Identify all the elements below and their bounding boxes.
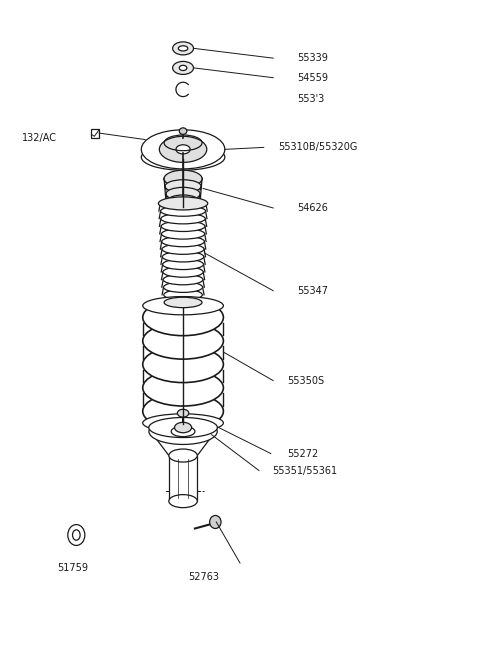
Bar: [169, 455, 197, 501]
Ellipse shape: [163, 267, 203, 277]
Ellipse shape: [161, 214, 205, 224]
Text: 54626: 54626: [297, 203, 328, 213]
Ellipse shape: [161, 229, 204, 239]
Ellipse shape: [164, 172, 202, 185]
Ellipse shape: [149, 417, 217, 438]
Ellipse shape: [143, 296, 223, 315]
Ellipse shape: [162, 237, 204, 247]
Ellipse shape: [149, 419, 217, 444]
Ellipse shape: [163, 275, 203, 284]
Ellipse shape: [158, 197, 208, 210]
Ellipse shape: [160, 198, 206, 209]
Ellipse shape: [166, 187, 200, 200]
Text: 55339: 55339: [297, 53, 328, 63]
Text: 132/AC: 132/AC: [22, 133, 57, 143]
Ellipse shape: [161, 206, 205, 216]
Ellipse shape: [167, 195, 199, 208]
Ellipse shape: [162, 244, 204, 254]
Bar: [91, 129, 99, 137]
Polygon shape: [155, 437, 212, 455]
Ellipse shape: [169, 495, 197, 508]
Ellipse shape: [171, 426, 195, 437]
Ellipse shape: [143, 346, 223, 382]
Ellipse shape: [175, 422, 192, 433]
Text: 55350S: 55350S: [288, 376, 324, 386]
Text: 55347: 55347: [297, 286, 328, 296]
Ellipse shape: [159, 136, 207, 162]
Text: 553'3: 553'3: [297, 94, 324, 104]
Ellipse shape: [161, 221, 205, 231]
Ellipse shape: [68, 524, 85, 545]
Ellipse shape: [143, 393, 223, 430]
Ellipse shape: [179, 65, 187, 70]
Ellipse shape: [176, 145, 190, 154]
Ellipse shape: [173, 61, 193, 74]
Text: 54559: 54559: [297, 73, 328, 83]
Ellipse shape: [143, 414, 223, 432]
Ellipse shape: [173, 42, 193, 55]
Ellipse shape: [178, 409, 189, 417]
Text: 51759: 51759: [57, 563, 88, 573]
Text: 55351/55361: 55351/55361: [272, 466, 337, 476]
Text: 55310B/55320G: 55310B/55320G: [278, 143, 357, 152]
Ellipse shape: [210, 516, 221, 528]
Ellipse shape: [179, 46, 188, 51]
Ellipse shape: [141, 130, 225, 169]
Ellipse shape: [164, 290, 203, 300]
Ellipse shape: [165, 180, 201, 193]
Ellipse shape: [164, 297, 202, 307]
Text: 55272: 55272: [288, 449, 319, 459]
Text: 52763: 52763: [188, 572, 219, 582]
Ellipse shape: [143, 323, 223, 359]
Ellipse shape: [164, 282, 203, 292]
Ellipse shape: [72, 530, 80, 540]
Ellipse shape: [143, 299, 223, 336]
Ellipse shape: [179, 128, 187, 135]
Ellipse shape: [163, 259, 204, 269]
Ellipse shape: [169, 449, 197, 462]
Ellipse shape: [164, 170, 202, 187]
Ellipse shape: [162, 252, 204, 262]
Ellipse shape: [143, 369, 223, 406]
